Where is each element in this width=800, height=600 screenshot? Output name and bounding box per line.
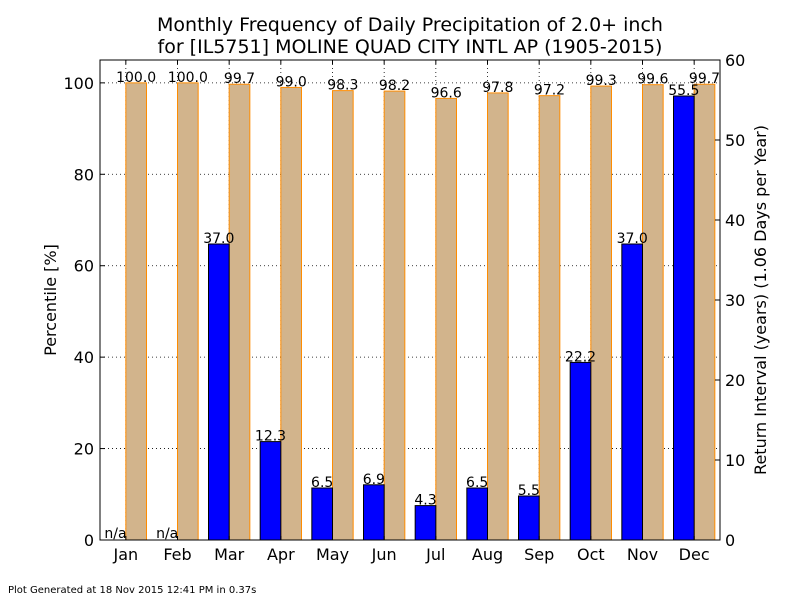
bar-percentile xyxy=(332,90,354,541)
bar-percentile xyxy=(280,86,303,541)
bar-return-interval-label: 6.5 xyxy=(311,475,333,491)
bar-percentile-label: 98.3 xyxy=(327,78,358,94)
bar-return-interval-label: 22.2 xyxy=(565,349,596,365)
bar-percentile xyxy=(228,83,251,541)
bar-percentile xyxy=(693,83,716,541)
value-labels: 100.0 n/a 100.0 n/a 99.7 37.0 99.0 12.3 98.3 6.5 9… xyxy=(104,70,720,542)
bar-return-interval xyxy=(259,441,282,541)
y-left-tick-label: 60 xyxy=(74,257,94,276)
y-left-tick-label: 0 xyxy=(84,531,94,550)
footer-timestamp: Plot Generated at 18 Nov 2015 12:41 PM i… xyxy=(8,585,257,596)
bar-return-interval-label: n/a xyxy=(156,526,178,542)
bar-percentile-label: 99.0 xyxy=(276,74,307,90)
chart-title-line1: Monthly Frequency of Daily Precipitation… xyxy=(157,14,663,36)
bar-return-interval-label: 12.3 xyxy=(255,429,286,445)
y-axis-right-label: Return Interval (years) (1.06 Days per Y… xyxy=(751,125,770,475)
x-tick-label: Jun xyxy=(371,545,397,564)
x-tick-label: Jul xyxy=(425,545,445,564)
bar-return-interval-label: 5.5 xyxy=(518,483,540,499)
bar-percentile xyxy=(177,82,199,541)
y-right-tick-label: 30 xyxy=(725,291,745,310)
chart-title-line2: for [IL5751] MOLINE QUAD CITY INTL AP (1… xyxy=(158,36,663,58)
bar-return-interval xyxy=(414,505,437,541)
y-right-tick-label: 50 xyxy=(725,131,745,150)
bar-return-interval-label: 37.0 xyxy=(617,231,648,247)
x-tick-label: Nov xyxy=(627,545,658,564)
bar-return-interval xyxy=(208,243,230,541)
x-tick-label: Mar xyxy=(214,545,245,564)
bar-percentile-label: 99.7 xyxy=(224,71,255,87)
y-left-tick-label: 100 xyxy=(63,74,94,93)
bar-return-interval-label: 6.5 xyxy=(466,475,488,491)
bar-percentile-label: 100.0 xyxy=(168,70,208,86)
axes: Jan Feb Mar Apr May Jun Jul Aug Sep Oct Nov Dec 0 20 4… xyxy=(63,51,745,564)
y-right-tick-label: 40 xyxy=(725,211,745,230)
x-tick-label: May xyxy=(316,545,349,564)
bar-return-interval xyxy=(311,487,334,541)
x-tick-label: Oct xyxy=(577,545,605,564)
x-tick-label: Aug xyxy=(472,545,503,564)
bar-return-interval-label: 55.5 xyxy=(668,83,699,99)
y-right-tick-label: 10 xyxy=(725,451,745,470)
y-left-tick-label: 80 xyxy=(74,165,94,184)
bar-return-interval xyxy=(569,361,592,541)
x-tick-label: Feb xyxy=(163,545,191,564)
bar-percentile-label: 97.8 xyxy=(482,80,513,96)
bar-percentile-label: 99.3 xyxy=(586,73,617,89)
bar-percentile xyxy=(538,95,561,541)
bar-return-interval xyxy=(673,95,695,541)
y-right-tick-label: 60 xyxy=(725,51,745,70)
x-tick-label: Dec xyxy=(679,545,710,564)
bar-return-interval-label: 37.0 xyxy=(203,231,234,247)
bar-percentile-label: 100.0 xyxy=(116,70,156,86)
bar-percentile-label: 98.2 xyxy=(379,78,410,94)
y-right-tick-label: 0 xyxy=(725,531,735,550)
x-tick-label: Sep xyxy=(524,545,554,564)
y-axis-left-label: Percentile [%] xyxy=(41,244,60,356)
bar-return-interval-label: n/a xyxy=(104,526,126,542)
x-tick-label: Apr xyxy=(267,545,295,564)
bar-return-interval-label: 6.9 xyxy=(363,472,385,488)
bar-percentile-label: 99.7 xyxy=(689,71,720,87)
bar-return-interval-label: 4.3 xyxy=(414,493,436,509)
x-tick-label: Jan xyxy=(112,545,138,564)
bar-percentile xyxy=(435,97,458,541)
y-left-tick-label: 20 xyxy=(74,440,94,459)
y-right-tick-label: 20 xyxy=(725,371,745,390)
y-left-tick-label: 40 xyxy=(74,348,94,367)
bar-percentile xyxy=(383,90,406,541)
bars xyxy=(125,82,716,541)
bar-percentile xyxy=(590,85,612,541)
bar-percentile-label: 99.6 xyxy=(637,72,668,88)
bar-return-interval xyxy=(363,484,385,541)
bar-percentile-label: 96.6 xyxy=(431,85,462,101)
bar-return-interval xyxy=(621,243,643,541)
bar-percentile xyxy=(125,82,148,541)
bar-percentile-label: 97.2 xyxy=(534,83,565,99)
bar-return-interval xyxy=(466,487,489,541)
bar-percentile xyxy=(642,84,664,541)
bar-percentile xyxy=(487,92,509,541)
bar-return-interval xyxy=(518,495,540,541)
